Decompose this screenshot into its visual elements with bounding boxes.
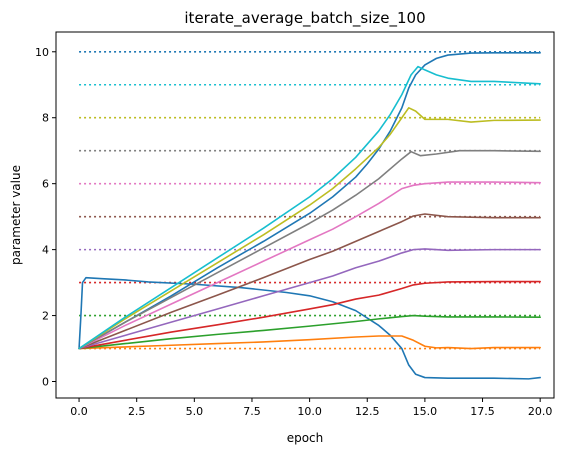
series-line-5	[78, 248, 541, 350]
series-line-6	[78, 213, 541, 350]
x-axis-label: epoch	[287, 431, 324, 445]
x-tick-label: 7.5	[243, 405, 261, 418]
x-tick-label: 20.0	[528, 405, 553, 418]
y-tick-label: 8	[42, 112, 49, 125]
series-line-2	[78, 335, 541, 350]
x-tick-label: 2.5	[128, 405, 146, 418]
plot-frame	[55, 31, 555, 399]
series-line-8	[78, 149, 541, 350]
series-line-4	[78, 280, 541, 350]
x-tick-label: 0.0	[70, 405, 88, 418]
y-axis-label: parameter value	[9, 165, 23, 265]
chart-title: iterate_average_batch_size_100	[184, 9, 425, 28]
series-line-0	[78, 276, 541, 380]
y-tick-label: 6	[42, 178, 49, 191]
plot-area	[78, 50, 541, 380]
y-tick-label: 2	[42, 310, 49, 323]
series-line-7	[78, 181, 541, 350]
ticks: 0.0 2.5 5.0 7.5 10.0 12.5 15.0 17.5 20.0 0 2 4 6 8 10	[35, 46, 552, 418]
y-tick-label: 10	[35, 46, 49, 59]
y-tick-label: 0	[42, 376, 49, 389]
x-tick-label: 5.0	[186, 405, 204, 418]
x-tick-label: 15.0	[413, 405, 438, 418]
x-tick-label: 10.0	[297, 405, 322, 418]
y-tick-label: 4	[42, 244, 49, 257]
series-line-9	[78, 107, 541, 350]
series-line-3	[78, 314, 541, 350]
series-line-10	[78, 65, 541, 350]
x-tick-label: 17.5	[470, 405, 495, 418]
x-tick-label: 12.5	[355, 405, 380, 418]
